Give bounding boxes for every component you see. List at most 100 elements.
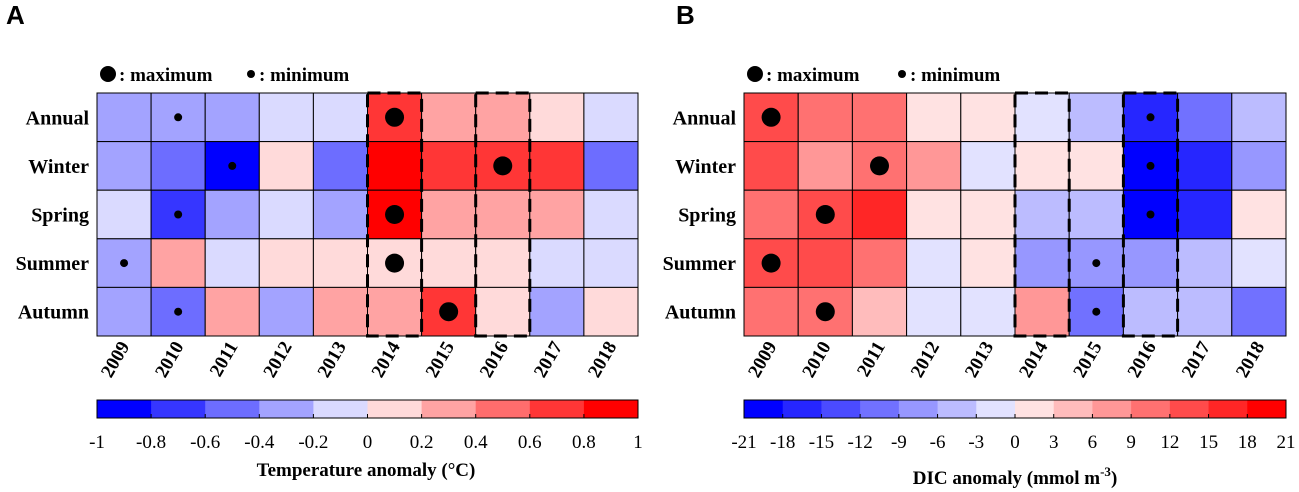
row-label: Summer (16, 253, 89, 275)
colorbar-tick-label: -6 (930, 432, 946, 453)
maximum-marker (385, 205, 405, 224)
row-label: Annual (673, 107, 737, 129)
column-label: 2012 (907, 338, 944, 381)
maximum-marker (385, 253, 405, 273)
column-label: 2013 (961, 338, 998, 381)
heatmap-cell (258, 286, 314, 337)
heatmap-cell (475, 92, 531, 143)
legend-maximum-label: : maximum (766, 65, 860, 86)
highlight-box (474, 91, 532, 338)
colorbar-segment (898, 400, 939, 418)
row-label: Autumn (18, 302, 89, 324)
colorbar-tick-label: 18 (1238, 432, 1257, 453)
colorbar-segment (1131, 400, 1171, 418)
column-label: 2010 (151, 338, 188, 381)
heatmap-cell (529, 92, 585, 143)
heatmap-cell (1068, 141, 1124, 191)
minimum-marker (228, 161, 237, 170)
heatmap-cell (960, 238, 1016, 288)
heatmap-cell (851, 92, 908, 143)
heatmap-cell (1014, 238, 1070, 288)
colorbar-label-text: DIC anomaly (mmol m (913, 468, 1101, 489)
highlight-box (1013, 91, 1071, 338)
heatmap-cell (421, 141, 477, 191)
heatmap-cell (150, 141, 206, 191)
column-label: 2011 (853, 338, 890, 381)
panel-label: A (6, 0, 25, 30)
heatmap-cell (96, 286, 152, 337)
colorbar-segment (744, 400, 784, 418)
heatmap-cell (906, 286, 962, 337)
row-label: Spring (31, 205, 89, 227)
column-label: 2009 (97, 338, 134, 381)
colorbar-tick-label: 0.4 (464, 432, 488, 453)
heatmap-cell (583, 238, 639, 288)
heatmap-cell (1068, 189, 1124, 240)
heatmap-cell (1122, 286, 1179, 337)
heatmap-cell (851, 189, 908, 240)
maximum-marker (815, 205, 835, 224)
heatmap-cell (529, 238, 585, 288)
maximum-marker (815, 302, 835, 322)
row-label: Winter (28, 156, 89, 178)
colorbar-tick-label: 15 (1199, 432, 1218, 453)
column-label: 2017 (530, 338, 567, 382)
heatmap-cell (421, 189, 477, 240)
column-label: 2017 (1178, 338, 1215, 382)
heatmap-cell (1231, 92, 1287, 143)
heatmap-cell (204, 238, 260, 288)
heatmap-cell (204, 286, 260, 337)
minimum-marker (1092, 307, 1101, 316)
heatmap-cell (421, 238, 477, 288)
colorbar-tick-label: 0 (1010, 432, 1020, 453)
colorbar-segment (97, 400, 152, 418)
legend-maximum-label: : maximum (119, 65, 213, 86)
colorbar-segment (821, 400, 861, 418)
column-label: 2016 (476, 338, 513, 381)
heatmap-cell (475, 286, 531, 337)
column-label: 2014 (1015, 338, 1052, 382)
heatmap-cell (1231, 189, 1287, 240)
heatmap-cell (1014, 286, 1070, 337)
heatmap-cell (906, 141, 962, 191)
heatmap-cell (96, 92, 152, 143)
heatmap-cell (797, 141, 853, 191)
colorbar-tick-label: -18 (770, 432, 795, 453)
heatmap-cell (1014, 92, 1070, 143)
heatmap-cell (797, 238, 853, 288)
heatmap-cell (583, 286, 639, 337)
maximum-marker (761, 107, 781, 127)
heatmap-cell (258, 238, 314, 288)
minimum-marker (1092, 259, 1101, 268)
colorbar-tick-label: -1 (89, 432, 105, 453)
heatmap-cell (851, 286, 908, 337)
colorbar-segment (782, 400, 822, 418)
heatmap-cell (1177, 238, 1233, 288)
colorbar-segment (313, 400, 368, 418)
heatmap-cell (743, 141, 799, 191)
maximum-marker (493, 156, 513, 176)
column-label: 2014 (368, 338, 405, 382)
column-label: 2015 (422, 338, 459, 381)
colorbar-segment (421, 400, 477, 418)
minimum-marker (174, 307, 183, 316)
column-label: 2015 (1069, 338, 1106, 381)
legend-minimum-marker (247, 70, 255, 78)
minimum-marker (120, 259, 129, 268)
heatmap-cell (312, 238, 368, 288)
maximum-marker (761, 253, 781, 273)
legend-minimum-label: : minimum (910, 65, 1000, 86)
row-label: Annual (26, 107, 90, 129)
colorbar-segment (205, 400, 260, 418)
maximum-marker (385, 107, 405, 127)
heatmap-cell (960, 92, 1016, 143)
minimum-marker (1146, 210, 1155, 219)
minimum-marker (1146, 113, 1155, 122)
column-label: 2009 (744, 338, 781, 381)
heatmap-cell (367, 141, 423, 191)
heatmap-cell (743, 189, 799, 240)
colorbar-segment (475, 400, 531, 418)
column-label: 2013 (314, 338, 351, 381)
colorbar-segment (937, 400, 977, 418)
